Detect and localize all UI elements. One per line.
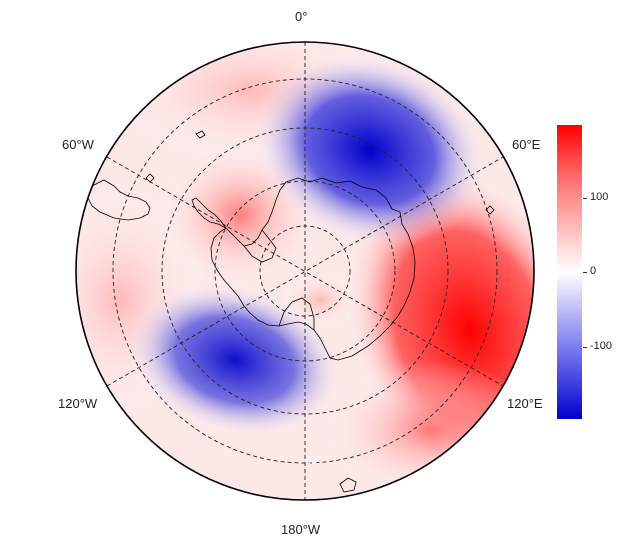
anomaly-field (76, 42, 534, 500)
ross-ice-shelf (278, 297, 315, 330)
meridian-line (106, 156, 504, 387)
antarctica-coastline (210, 177, 416, 361)
south-georgia (195, 130, 206, 139)
longitude-label-60w: 60°W (62, 137, 94, 152)
colorbar-tick-mark (583, 198, 587, 199)
colorbar-tick-mark (583, 347, 587, 348)
colorbar-tick-label: -100 (590, 340, 613, 352)
map-border (75, 41, 535, 501)
latitude-label: 50° (305, 455, 322, 467)
colorbar (557, 125, 582, 419)
antarctic-peninsula (191, 197, 227, 229)
longitude-label-120w: 120°W (58, 396, 98, 411)
kerguelen-island (485, 205, 495, 215)
longitude-label-120e: 120°E (507, 396, 543, 411)
coastlines (87, 130, 495, 493)
south-america-tip (87, 179, 151, 221)
longitude-label-0: 0° (295, 9, 308, 24)
new-zealand-island (339, 477, 357, 493)
longitude-label-60e: 60°E (512, 137, 541, 152)
colorbar-tick-label: 0 (590, 265, 597, 277)
graticule (106, 42, 504, 500)
ronne-ice-shelf (243, 229, 277, 263)
meridian-line (106, 156, 504, 387)
longitude-label-180w: 180°W (281, 522, 321, 537)
falklands (145, 173, 155, 183)
colorbar-tick-mark (583, 272, 587, 273)
colorbar-tick-label: 100 (590, 191, 609, 203)
